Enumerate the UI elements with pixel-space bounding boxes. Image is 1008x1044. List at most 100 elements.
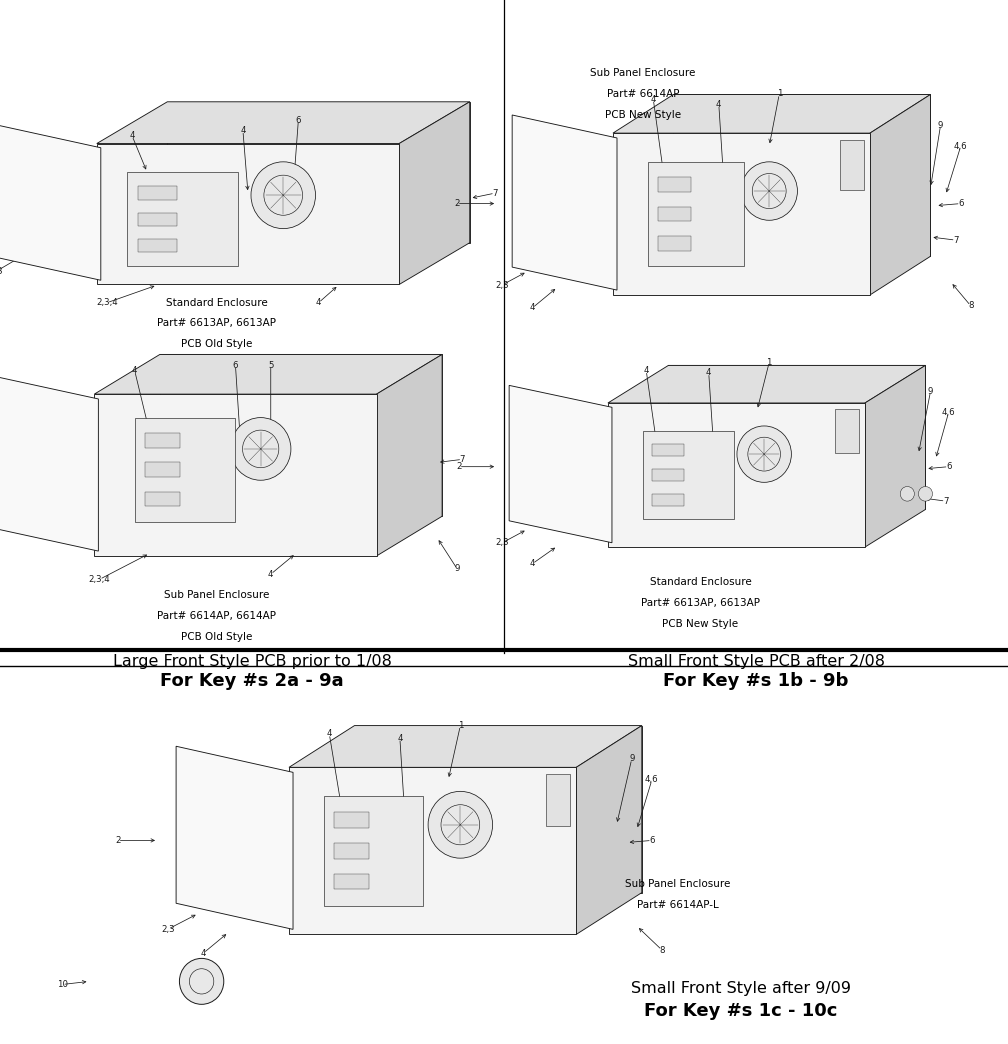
Text: Part# 6614AP, 6614AP: Part# 6614AP, 6614AP	[157, 611, 276, 621]
Text: 4,6: 4,6	[941, 408, 956, 417]
Circle shape	[737, 426, 791, 482]
Text: 4,6: 4,6	[645, 776, 658, 784]
Text: 9: 9	[927, 387, 933, 396]
Polygon shape	[334, 812, 369, 828]
Text: PCB Old Style: PCB Old Style	[181, 339, 252, 350]
Text: 4: 4	[643, 366, 649, 375]
Polygon shape	[355, 726, 642, 893]
Polygon shape	[509, 385, 612, 543]
Polygon shape	[145, 433, 180, 448]
Polygon shape	[512, 115, 617, 290]
Text: 9: 9	[455, 565, 460, 573]
Text: 2: 2	[454, 199, 460, 208]
Text: 6: 6	[649, 836, 654, 845]
Text: Part# 6613AP, 6613AP: Part# 6613AP, 6613AP	[641, 598, 760, 609]
Text: 10: 10	[56, 980, 68, 989]
Polygon shape	[577, 726, 642, 934]
Text: For Key #s 1b - 9b: For Key #s 1b - 9b	[663, 671, 849, 690]
Polygon shape	[668, 365, 925, 509]
Polygon shape	[835, 409, 859, 453]
Polygon shape	[289, 767, 577, 934]
Text: Sub Panel Enclosure: Sub Panel Enclosure	[625, 879, 730, 889]
Text: 6: 6	[295, 116, 301, 124]
Polygon shape	[648, 162, 744, 266]
Polygon shape	[138, 213, 177, 226]
Text: Part# 6613AP, 6613AP: Part# 6613AP, 6613AP	[157, 318, 276, 329]
Text: Part# 6614AP-L: Part# 6614AP-L	[636, 900, 719, 910]
Circle shape	[231, 418, 291, 480]
Polygon shape	[289, 726, 642, 767]
Polygon shape	[608, 403, 865, 547]
Polygon shape	[145, 492, 180, 506]
Text: 4: 4	[529, 304, 535, 312]
Circle shape	[918, 487, 932, 501]
Polygon shape	[546, 774, 571, 826]
Text: 2,3: 2,3	[495, 539, 509, 547]
Text: 2: 2	[456, 462, 462, 471]
Text: 7: 7	[460, 455, 465, 464]
Text: 2,3,4: 2,3,4	[89, 575, 110, 584]
Polygon shape	[608, 365, 925, 403]
Text: 6: 6	[233, 361, 238, 370]
Text: 4: 4	[240, 126, 246, 135]
Text: Sub Panel Enclosure: Sub Panel Enclosure	[591, 68, 696, 78]
Polygon shape	[652, 469, 684, 481]
Text: 4: 4	[129, 132, 135, 140]
Text: For Key #s 2a - 9a: For Key #s 2a - 9a	[160, 671, 344, 690]
Polygon shape	[377, 354, 443, 555]
Text: Part# 6614AP: Part# 6614AP	[607, 89, 679, 99]
Circle shape	[428, 791, 493, 858]
Text: 4: 4	[716, 100, 722, 109]
Polygon shape	[95, 354, 443, 394]
Text: 2,3: 2,3	[0, 267, 3, 276]
Text: 7: 7	[953, 236, 959, 244]
Text: PCB New Style: PCB New Style	[662, 619, 739, 630]
Text: Small Front Style after 9/09: Small Front Style after 9/09	[631, 981, 851, 996]
Text: 6: 6	[958, 199, 964, 208]
Polygon shape	[399, 102, 470, 285]
Text: 8: 8	[659, 946, 664, 954]
Polygon shape	[95, 394, 377, 555]
Text: 6: 6	[946, 462, 952, 471]
Polygon shape	[0, 373, 99, 551]
Text: 4: 4	[397, 734, 402, 742]
Polygon shape	[138, 239, 177, 253]
Circle shape	[741, 162, 797, 220]
Polygon shape	[613, 94, 930, 133]
Polygon shape	[334, 844, 369, 858]
Text: Standard Enclosure: Standard Enclosure	[650, 577, 751, 588]
Circle shape	[179, 958, 224, 1004]
Text: Small Front Style PCB after 2/08: Small Front Style PCB after 2/08	[628, 655, 884, 669]
Polygon shape	[840, 140, 864, 190]
Polygon shape	[167, 102, 470, 242]
Text: 4: 4	[327, 730, 332, 738]
Text: 4: 4	[706, 369, 712, 377]
Text: 8: 8	[968, 302, 974, 310]
Polygon shape	[135, 418, 236, 522]
Text: 4: 4	[650, 95, 656, 103]
Text: 2,3: 2,3	[495, 281, 509, 289]
Polygon shape	[127, 172, 238, 266]
Text: 9: 9	[629, 755, 634, 763]
Circle shape	[900, 487, 914, 501]
Text: 1: 1	[458, 721, 463, 730]
Text: 2: 2	[115, 836, 120, 845]
Text: 2,3: 2,3	[161, 925, 174, 933]
Polygon shape	[673, 94, 930, 256]
Polygon shape	[652, 494, 684, 506]
Polygon shape	[652, 444, 684, 456]
Polygon shape	[145, 462, 180, 477]
Text: 4: 4	[268, 570, 273, 578]
Polygon shape	[658, 207, 691, 221]
Text: Sub Panel Enclosure: Sub Panel Enclosure	[164, 590, 269, 600]
Text: PCB New Style: PCB New Style	[605, 110, 681, 120]
Polygon shape	[97, 143, 399, 285]
Text: 1: 1	[766, 358, 772, 366]
Polygon shape	[643, 430, 734, 520]
Text: PCB Old Style: PCB Old Style	[181, 632, 252, 642]
Text: 4,6: 4,6	[954, 142, 968, 150]
Polygon shape	[160, 354, 443, 516]
Polygon shape	[334, 874, 369, 889]
Text: 9: 9	[937, 121, 943, 129]
Circle shape	[251, 162, 316, 229]
